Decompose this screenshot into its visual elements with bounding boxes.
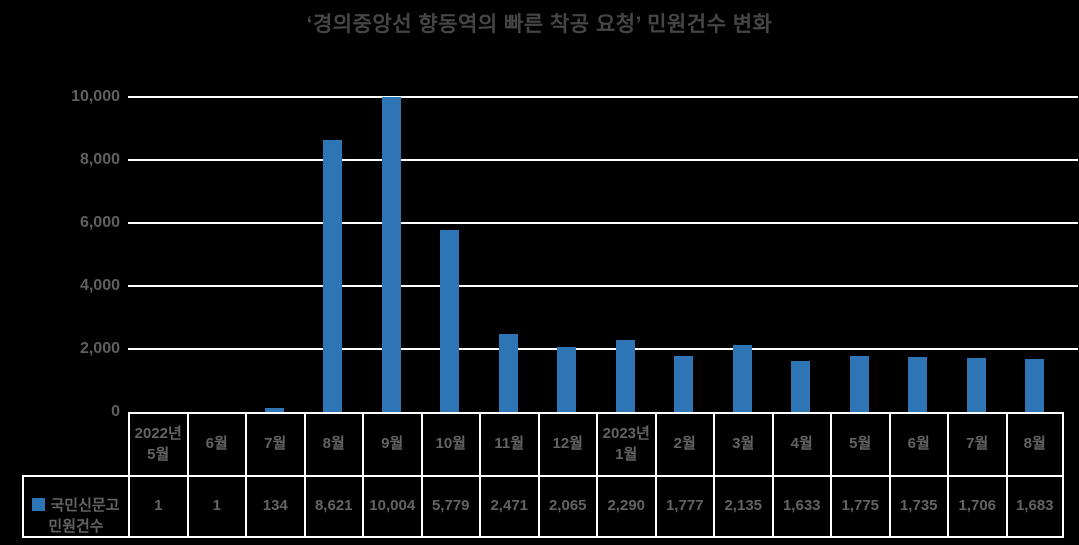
bar-16 (1025, 358, 1045, 412)
chart-title: ‘경의중앙선 향동역의 빠른 착공 요청’ 민원건수 변화 (306, 13, 773, 36)
y-axis-tick-label: 8,000 (79, 151, 120, 168)
month-header-cell: 9월 (362, 412, 421, 475)
table-corner-spacer (22, 412, 128, 475)
y-axis-tick-label: 10,000 (71, 88, 120, 105)
series-marker-icon (32, 498, 46, 512)
bar-4 (323, 140, 343, 412)
value-cell: 134 (245, 475, 304, 538)
gridline (128, 285, 1078, 287)
month-header-cell: 5월 (830, 412, 889, 475)
month-header-cell: 2월 (654, 412, 713, 475)
bar-5 (381, 96, 401, 412)
month-header-cell: 11월 (479, 412, 538, 475)
month-header-cell: 10월 (420, 412, 479, 475)
value-cell: 2,135 (713, 475, 772, 538)
bar-11 (732, 344, 752, 412)
month-header-cell: 6월 (888, 412, 947, 475)
gridline (128, 348, 1078, 350)
value-cell: 2,471 (479, 475, 538, 538)
month-header-cell: 2023년 1월 (596, 412, 655, 475)
bar-9 (615, 339, 635, 412)
month-header-cell: 4월 (771, 412, 830, 475)
bar-3 (264, 407, 284, 412)
value-cell: 2,290 (596, 475, 655, 538)
value-cell: 1,683 (1005, 475, 1064, 538)
value-cell: 1,633 (771, 475, 830, 538)
month-header-cell: 12월 (537, 412, 596, 475)
bar-12 (791, 360, 811, 412)
bar-13 (849, 356, 869, 412)
legend-cell: 국민신문고 민원건수 (22, 475, 128, 538)
value-cell: 5,779 (420, 475, 479, 538)
data-table: 국민신문고 민원건수 2022년 5월 1 6월 1 7월 134 8월 8,621 9월 10,… (22, 412, 1064, 538)
value-cell: 2,065 (537, 475, 596, 538)
series-name: 국민신문고 민원건수 (48, 497, 120, 535)
bar-6 (440, 229, 460, 412)
month-header-cell: 8월 (303, 412, 362, 475)
gridline (128, 222, 1078, 224)
value-cell: 1,735 (888, 475, 947, 538)
value-cell: 1,777 (654, 475, 713, 538)
y-axis-tick-label: 2,000 (79, 340, 120, 357)
gridline (128, 159, 1078, 161)
month-header-cell: 7월 (245, 412, 304, 475)
value-cell: 1,775 (830, 475, 889, 538)
month-header-cell: 2022년 5월 (128, 412, 187, 475)
value-cell: 1 (186, 475, 245, 538)
month-header-cell: 6월 (186, 412, 245, 475)
bar-8 (557, 346, 577, 412)
bar-7 (498, 334, 518, 412)
value-cell: 1,706 (947, 475, 1006, 538)
y-axis-tick-label: 4,000 (79, 277, 120, 294)
bar-15 (966, 358, 986, 412)
value-cell: 8,621 (303, 475, 362, 538)
month-header-cell: 7월 (947, 412, 1006, 475)
y-axis-tick-label: 0 (111, 403, 120, 420)
month-header-cell: 8월 (1005, 412, 1064, 475)
gridline (128, 96, 1078, 98)
month-header-cell: 3월 (713, 412, 772, 475)
bar-10 (674, 356, 694, 412)
bar-14 (908, 357, 928, 412)
value-cell: 10,004 (362, 475, 421, 538)
y-axis-tick-label: 6,000 (79, 214, 120, 231)
value-cell: 1 (128, 475, 187, 538)
